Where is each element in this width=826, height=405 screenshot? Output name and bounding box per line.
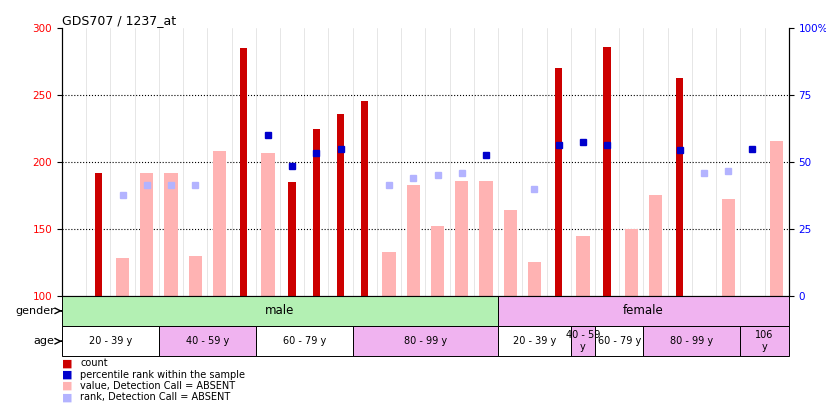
Bar <box>740 326 789 356</box>
Bar <box>313 129 320 296</box>
Bar <box>649 196 662 296</box>
Bar <box>353 326 498 356</box>
Text: 60 - 79 y: 60 - 79 y <box>597 336 641 346</box>
Bar <box>95 173 102 296</box>
Bar <box>595 326 643 356</box>
Text: 20 - 39 y: 20 - 39 y <box>513 336 556 346</box>
Text: age: age <box>34 336 55 346</box>
Bar <box>62 296 498 326</box>
Bar <box>498 326 571 356</box>
Bar <box>62 326 159 356</box>
Text: male: male <box>265 304 295 318</box>
Bar <box>504 210 517 296</box>
Text: ■: ■ <box>62 370 73 380</box>
Text: 60 - 79 y: 60 - 79 y <box>282 336 326 346</box>
Text: 40 - 59 y: 40 - 59 y <box>186 336 229 346</box>
Bar <box>361 100 368 296</box>
Bar <box>571 326 595 356</box>
Bar <box>240 49 247 296</box>
Text: 40 - 59
y: 40 - 59 y <box>566 330 600 352</box>
Text: 80 - 99 y: 80 - 99 y <box>404 336 447 346</box>
Bar <box>140 173 154 296</box>
Bar <box>624 229 638 296</box>
Bar <box>479 181 492 296</box>
Bar <box>722 199 735 296</box>
Bar <box>337 114 344 296</box>
Bar <box>770 141 783 296</box>
Bar <box>528 262 541 296</box>
Text: GDS707 / 1237_at: GDS707 / 1237_at <box>62 14 176 27</box>
Bar <box>256 326 353 356</box>
Text: ■: ■ <box>62 392 73 403</box>
Text: rank, Detection Call = ABSENT: rank, Detection Call = ABSENT <box>80 392 230 403</box>
Text: gender: gender <box>15 306 55 316</box>
Bar <box>288 182 296 296</box>
Bar <box>498 296 789 326</box>
Bar <box>577 236 590 296</box>
Text: percentile rank within the sample: percentile rank within the sample <box>80 370 245 380</box>
Text: 20 - 39 y: 20 - 39 y <box>88 336 132 346</box>
Bar <box>164 173 178 296</box>
Bar <box>643 326 740 356</box>
Bar <box>604 47 610 296</box>
Bar <box>382 252 396 296</box>
Text: ■: ■ <box>62 358 73 369</box>
Bar <box>159 326 256 356</box>
Text: 106
y: 106 y <box>756 330 774 352</box>
Text: ■: ■ <box>62 381 73 391</box>
Text: female: female <box>623 304 664 318</box>
Bar <box>188 256 202 296</box>
Text: value, Detection Call = ABSENT: value, Detection Call = ABSENT <box>80 381 235 391</box>
Bar <box>406 185 420 296</box>
Bar <box>455 181 468 296</box>
Bar <box>676 78 683 296</box>
Bar <box>431 226 444 296</box>
Bar <box>555 68 563 296</box>
Text: count: count <box>80 358 107 369</box>
Bar <box>116 258 129 296</box>
Text: 80 - 99 y: 80 - 99 y <box>671 336 714 346</box>
Bar <box>213 151 226 296</box>
Bar <box>261 153 274 296</box>
